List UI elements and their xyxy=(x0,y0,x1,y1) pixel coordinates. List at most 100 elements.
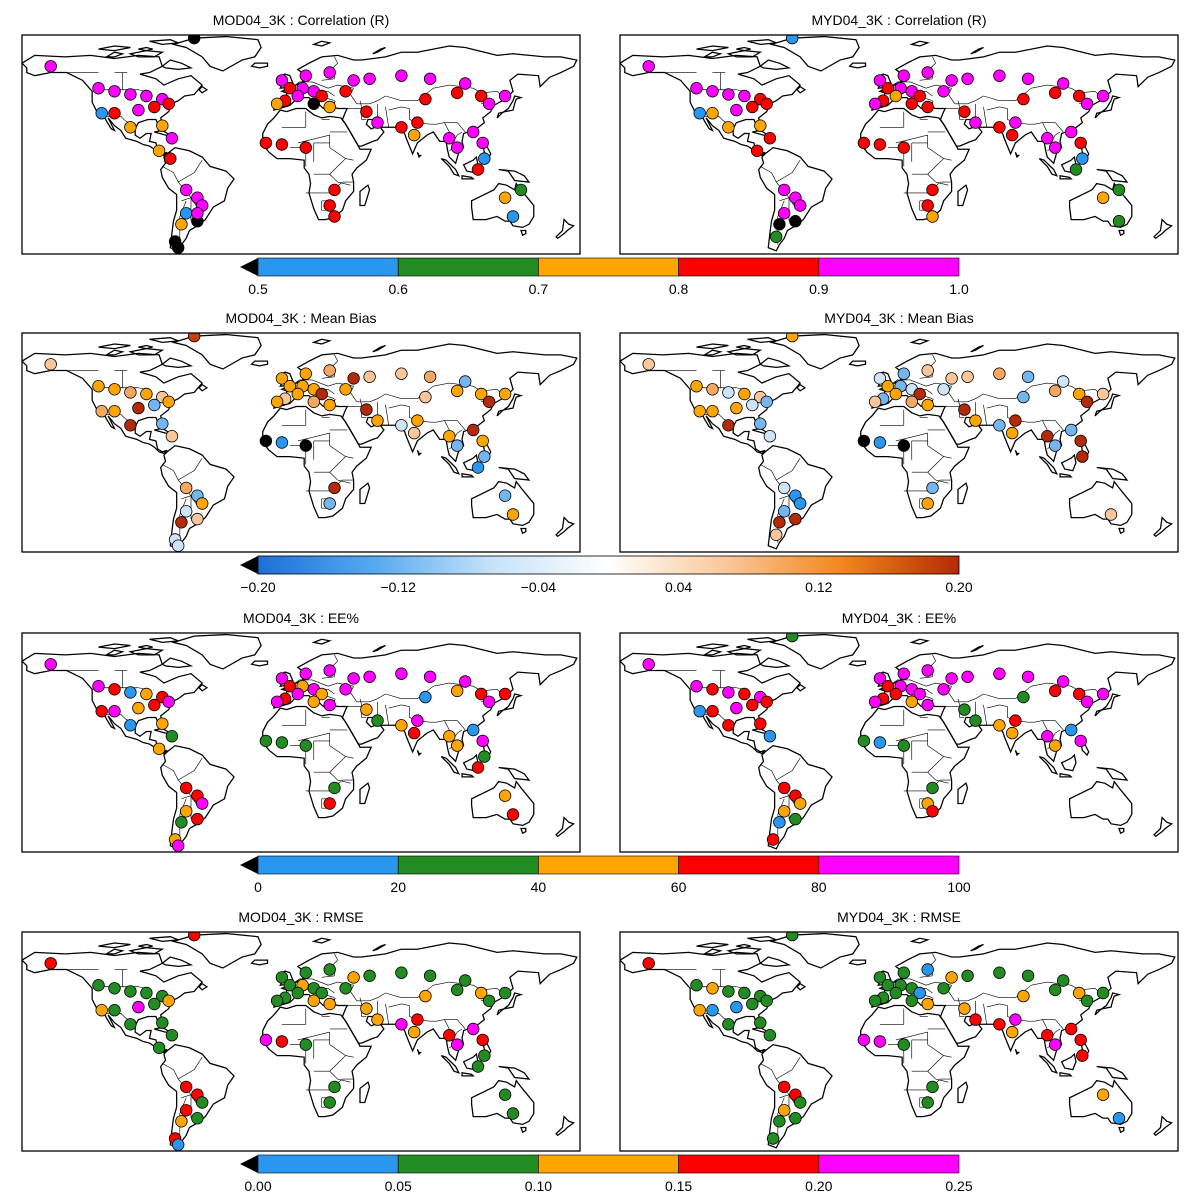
site-marker xyxy=(961,72,974,86)
site-marker xyxy=(873,971,887,984)
site-marker xyxy=(897,1038,911,1051)
colorbar-under-arrow xyxy=(240,1155,258,1173)
site-marker xyxy=(690,380,703,393)
site-marker xyxy=(408,426,421,440)
site-marker xyxy=(706,85,719,98)
site-marker xyxy=(124,88,137,101)
colorbar-segment xyxy=(397,1154,539,1174)
site-marker xyxy=(778,805,791,818)
colorbar-segment xyxy=(538,1154,679,1174)
site-marker xyxy=(275,138,289,151)
site-marker xyxy=(1041,730,1054,743)
site-marker xyxy=(471,1060,485,1073)
site-marker xyxy=(476,734,489,748)
site-marker xyxy=(108,982,121,995)
site-marker xyxy=(347,971,360,984)
site-marker xyxy=(921,398,934,412)
site-marker xyxy=(1064,423,1078,437)
site-marker xyxy=(1096,687,1110,701)
site-marker xyxy=(259,734,273,748)
site-marker xyxy=(108,405,121,418)
site-marker xyxy=(140,687,153,701)
site-marker xyxy=(868,994,882,1008)
site-marker xyxy=(162,695,175,709)
site-marker xyxy=(451,983,464,997)
site-marker xyxy=(961,670,974,684)
site-marker xyxy=(1056,375,1070,388)
site-marker xyxy=(482,395,496,409)
site-marker xyxy=(993,719,1006,732)
site-marker xyxy=(1080,97,1094,111)
site-marker xyxy=(945,971,958,984)
map-panel: MOD04_3K : Mean Bias xyxy=(21,310,581,553)
site-marker xyxy=(873,372,887,385)
site-marker xyxy=(1056,675,1070,688)
site-marker xyxy=(763,730,777,743)
site-marker xyxy=(789,1111,802,1125)
site-marker xyxy=(1112,1111,1126,1125)
site-marker xyxy=(339,85,352,98)
site-marker xyxy=(958,1002,971,1015)
site-marker xyxy=(750,144,764,158)
site-marker xyxy=(993,419,1006,432)
colorbar-tick-label: 0.8 xyxy=(669,281,689,297)
site-marker xyxy=(897,739,911,752)
site-marker xyxy=(706,1004,719,1017)
site-marker xyxy=(411,414,424,427)
map-panel: MYD04_3K : Correlation (R) xyxy=(619,12,1179,255)
site-marker xyxy=(1080,994,1094,1008)
site-marker xyxy=(195,497,209,510)
site-marker xyxy=(411,714,424,727)
colorbar-tick-label: 0 xyxy=(254,879,262,895)
site-marker xyxy=(152,742,166,756)
site-marker xyxy=(857,734,871,748)
site-marker xyxy=(958,703,971,716)
site-marker xyxy=(778,481,791,495)
colorbar: 0 20 40 60 80 100 xyxy=(240,855,971,895)
colorbar-tick-label: 0.10 xyxy=(525,1178,552,1194)
panel-title: MYD04_3K : EE% xyxy=(842,610,956,626)
colorbar-tick-label: 0.5 xyxy=(248,281,268,297)
site-marker xyxy=(857,1033,871,1047)
site-marker xyxy=(778,1080,791,1094)
site-marker xyxy=(881,680,895,693)
site-marker xyxy=(958,105,971,118)
site-marker xyxy=(347,74,360,87)
site-marker xyxy=(475,687,488,701)
site-marker xyxy=(794,797,807,810)
site-marker xyxy=(328,481,341,495)
colorbar-tick-label: 100 xyxy=(947,879,971,895)
site-marker xyxy=(786,35,799,45)
site-marker xyxy=(969,414,982,427)
site-marker xyxy=(738,387,751,401)
site-marker xyxy=(152,1041,166,1055)
site-marker xyxy=(395,667,408,680)
site-marker xyxy=(873,436,887,449)
site-marker xyxy=(44,358,57,371)
map-frame xyxy=(21,332,581,553)
site-marker xyxy=(913,89,926,103)
site-marker xyxy=(1076,1049,1089,1062)
site-marker xyxy=(92,380,105,393)
site-marker xyxy=(459,974,472,987)
colorbar-tick-label: 80 xyxy=(811,879,827,895)
site-marker xyxy=(773,516,786,529)
site-marker xyxy=(722,121,735,134)
site-marker xyxy=(969,116,982,129)
site-marker xyxy=(993,69,1006,82)
site-marker xyxy=(770,528,783,542)
map-panel: MOD04_3K : RMSE xyxy=(21,909,581,1152)
site-marker xyxy=(92,979,105,992)
site-marker xyxy=(156,717,169,730)
colorbar-gradient xyxy=(257,555,960,575)
panel-title: MYD04_3K : RMSE xyxy=(837,909,961,925)
site-marker xyxy=(179,481,193,495)
site-marker xyxy=(1041,1028,1054,1042)
site-marker xyxy=(506,808,520,821)
map-panel: MYD04_3K : EE% xyxy=(619,610,1179,853)
site-marker xyxy=(921,199,934,212)
site-marker xyxy=(275,1035,289,1048)
site-marker xyxy=(323,997,336,1011)
panel-title: MOD04_3K : Correlation (R) xyxy=(213,12,390,28)
site-marker xyxy=(889,986,903,1000)
